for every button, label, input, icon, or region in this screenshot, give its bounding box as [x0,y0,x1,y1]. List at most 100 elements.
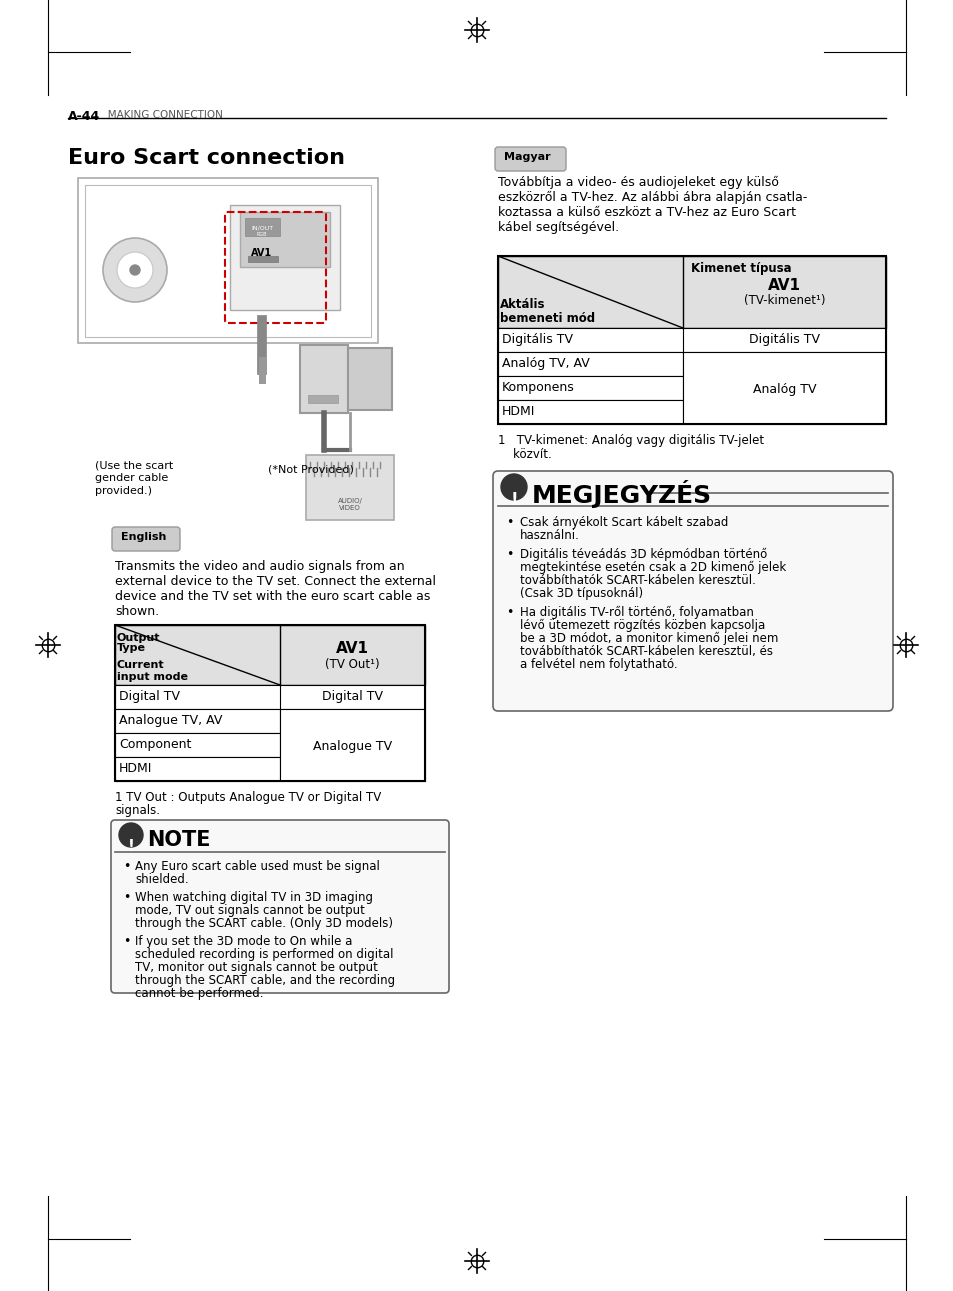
Bar [230,205,339,310]
Text: Komponens: Komponens [501,381,574,394]
Text: When watching digital TV in 3D imaging: When watching digital TV in 3D imaging [135,891,373,904]
Text: (Use the scart: (Use the scart [95,460,173,470]
Text: !: ! [510,491,517,509]
Bar [78,178,377,343]
Text: A-44: A-44 [68,110,100,123]
Text: •: • [505,547,513,562]
Text: továbbíthatók SCART-kábelen keresztül.: továbbíthatók SCART-kábelen keresztül. [519,574,755,587]
Text: Analóg TV: Analóg TV [752,383,816,396]
Text: •: • [123,935,131,948]
Text: Ha digitális TV-ről történő, folyamatban: Ha digitális TV-ről történő, folyamatban [519,605,753,620]
Text: (*Not Provided): (*Not Provided) [268,463,354,474]
Bar [85,185,371,337]
Text: Analóg TV, AV: Analóg TV, AV [501,358,589,371]
Text: •: • [123,891,131,904]
Text: scheduled recording is performed on digital: scheduled recording is performed on digi… [135,948,393,961]
Text: Digitális TV: Digitális TV [501,333,573,346]
Text: Aktális: Aktális [499,298,545,311]
Bar [497,328,885,352]
Text: !: ! [128,839,134,855]
Circle shape [500,474,526,500]
Text: VIDEO: VIDEO [338,505,360,511]
Bar [115,733,280,757]
Text: signals.: signals. [115,804,160,817]
Bar [497,256,885,423]
Text: be a 3D módot, a monitor kimenő jelei nem: be a 3D módot, a monitor kimenő jelei ne… [519,633,778,646]
Bar [245,218,280,236]
Text: Any Euro scart cable used must be signal: Any Euro scart cable used must be signal [135,860,379,873]
Bar [115,686,424,709]
Text: (Csak 3D típusoknál): (Csak 3D típusoknál) [519,587,642,600]
Bar [115,625,424,781]
Text: bemeneti mód: bemeneti mód [499,312,595,325]
Text: •: • [123,860,131,873]
Text: input mode: input mode [117,673,188,682]
Text: Component: Component [119,738,192,751]
Bar [280,709,424,781]
Text: megtekintése esetén csak a 2D kimenő jelek: megtekintése esetén csak a 2D kimenő jel… [519,562,785,574]
Bar [308,395,337,403]
Text: kábel segítségével.: kábel segítségével. [497,221,618,234]
Text: HDMI: HDMI [501,405,535,418]
Text: Type: Type [117,643,146,653]
Bar [115,709,280,733]
Text: eszközről a TV-hez. Az alábbi ábra alapján csatla-: eszközről a TV-hez. Az alábbi ábra alapj… [497,191,806,204]
Text: (TV-kimenet¹): (TV-kimenet¹) [743,294,824,307]
Bar [299,345,348,413]
Text: Továbbítja a video- és audiojeleket egy külső: Továbbítja a video- és audiojeleket egy … [497,176,778,190]
Text: through the SCART cable. (Only 3D models): through the SCART cable. (Only 3D models… [135,917,393,930]
Text: Current: Current [117,660,165,670]
FancyBboxPatch shape [493,471,892,711]
Text: Transmits the video and audio signals from an: Transmits the video and audio signals fr… [115,560,404,573]
Text: TV, monitor out signals cannot be output: TV, monitor out signals cannot be output [135,961,377,973]
Text: English: English [121,532,166,542]
Text: MEGJEGYZÉS: MEGJEGYZÉS [532,480,711,507]
Circle shape [117,252,152,288]
Text: HDMI: HDMI [119,762,152,775]
Text: Magyar: Magyar [503,152,550,161]
Text: external device to the TV set. Connect the external: external device to the TV set. Connect t… [115,574,436,587]
Text: •: • [505,516,513,529]
Text: mode, TV out signals cannot be output: mode, TV out signals cannot be output [135,904,364,917]
Text: Digitális TV: Digitális TV [748,333,820,346]
Text: MAKING CONNECTION: MAKING CONNECTION [98,110,223,120]
Text: Digital TV: Digital TV [322,689,382,704]
Bar [348,349,392,411]
Text: IN/OUT: IN/OUT [251,226,273,231]
Text: If you set the 3D mode to On while a: If you set the 3D mode to On while a [135,935,352,948]
Circle shape [119,822,143,847]
Text: AV1: AV1 [335,642,369,656]
Text: AV1: AV1 [767,278,801,293]
Bar [497,256,885,328]
Text: through the SCART cable, and the recording: through the SCART cable, and the recordi… [135,973,395,988]
Text: lévő ütemezett rögzítés közben kapcsolja: lévő ütemezett rögzítés közben kapcsolja [519,618,764,633]
Bar [240,212,330,267]
Text: device and the TV set with the euro scart cable as: device and the TV set with the euro scar… [115,590,430,603]
Bar [306,454,394,520]
Text: •: • [505,605,513,618]
Bar [497,352,682,376]
Text: Euro Scart connection: Euro Scart connection [68,148,345,168]
Text: NOTE: NOTE [147,830,211,849]
Circle shape [130,265,140,275]
FancyBboxPatch shape [112,527,180,551]
Text: Analogue TV: Analogue TV [313,740,392,753]
Text: AUDIO/: AUDIO/ [337,498,362,503]
Text: közvít.: közvít. [497,448,551,461]
Bar [115,625,424,686]
Bar [497,376,682,400]
Text: Csak árnyékolt Scart kábelt szabad: Csak árnyékolt Scart kábelt szabad [519,516,727,529]
Bar [115,757,280,781]
Text: koztassa a külső eszközt a TV-hez az Euro Scart: koztassa a külső eszközt a TV-hez az Eur… [497,207,795,219]
Bar [682,352,885,423]
Text: provided.): provided.) [95,485,152,496]
Text: továbbíthatók SCART-kábelen keresztül, és: továbbíthatók SCART-kábelen keresztül, é… [519,646,772,658]
Text: 1 TV Out : Outputs Analogue TV or Digital TV: 1 TV Out : Outputs Analogue TV or Digita… [115,791,381,804]
Text: Kimenet típusa: Kimenet típusa [690,262,791,275]
Text: gender cable: gender cable [95,473,168,483]
Text: Digital TV: Digital TV [119,689,180,704]
Bar [497,400,682,423]
Text: cannot be performed.: cannot be performed. [135,988,263,1001]
Text: Output: Output [117,633,160,643]
Text: Analogue TV, AV: Analogue TV, AV [119,714,222,727]
